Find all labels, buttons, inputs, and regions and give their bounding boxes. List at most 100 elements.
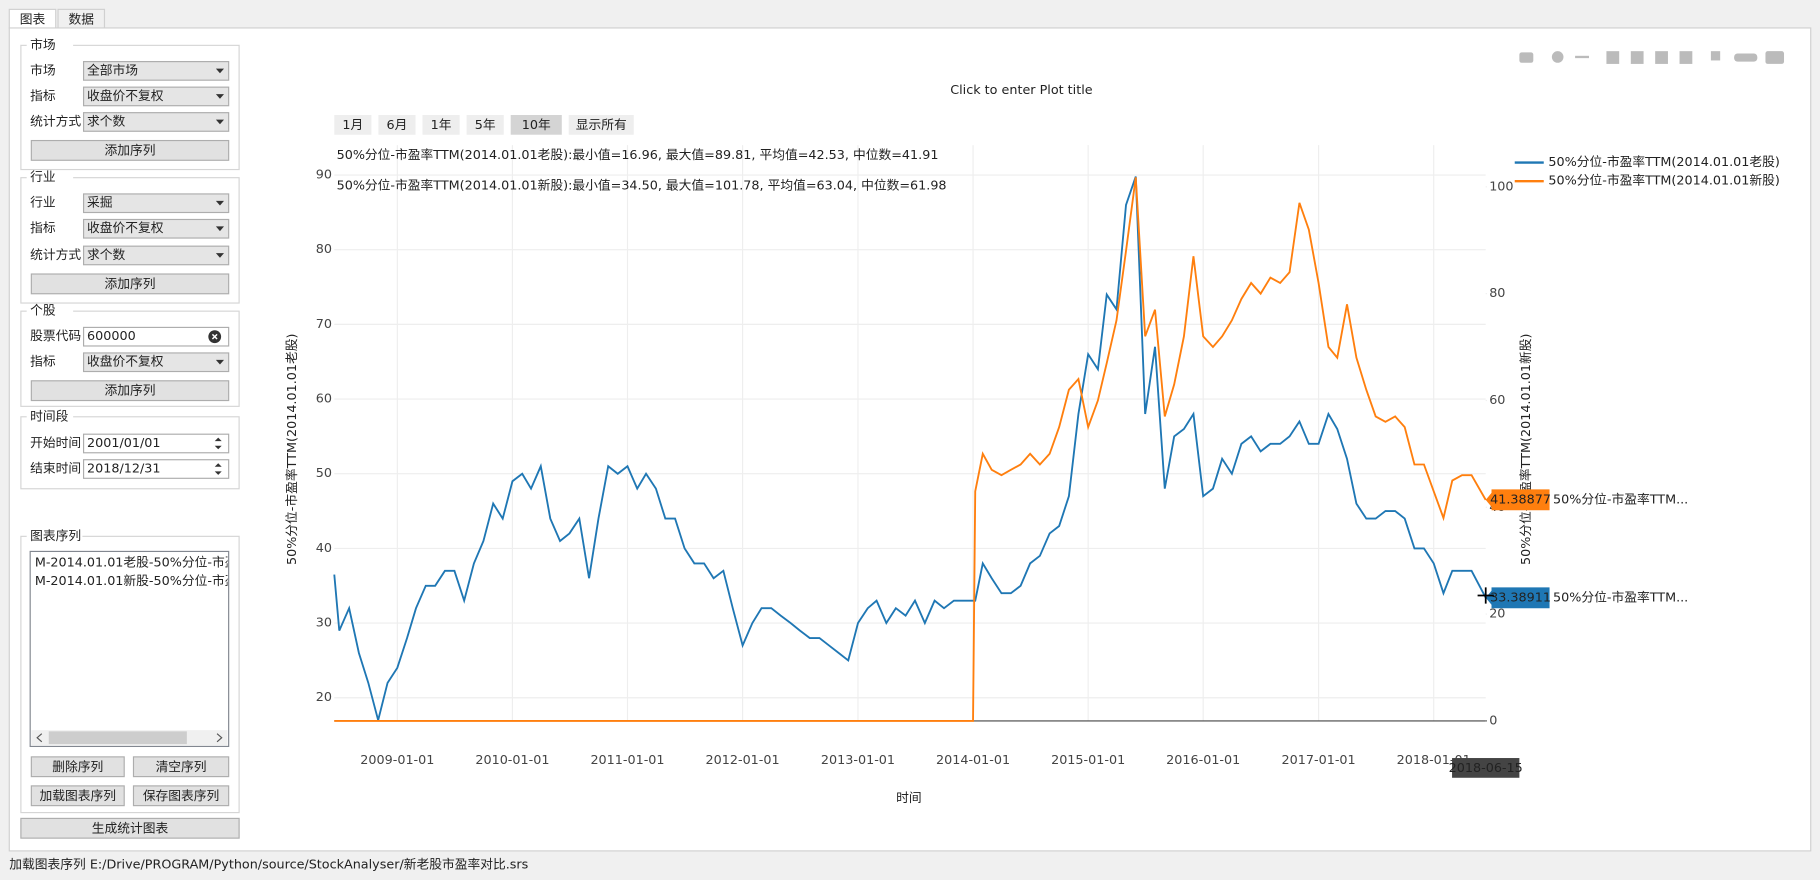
icon-autoscale[interactable] bbox=[1655, 51, 1668, 64]
button[interactable] bbox=[30, 785, 125, 807]
button[interactable] bbox=[30, 273, 230, 295]
group-title-bg bbox=[26, 170, 74, 185]
button[interactable] bbox=[30, 756, 125, 778]
y2-tick-label: 0 bbox=[1489, 713, 1497, 728]
range-button[interactable] bbox=[422, 115, 460, 135]
button[interactable] bbox=[30, 139, 230, 161]
field-box[interactable] bbox=[82, 459, 230, 479]
button-label: 添加序列 bbox=[105, 384, 156, 399]
field-label: 统计方式 bbox=[30, 113, 81, 129]
group-box bbox=[20, 310, 240, 407]
field-label: 结束时间 bbox=[30, 462, 81, 477]
range-button[interactable] bbox=[378, 115, 416, 135]
combo-arrow bbox=[215, 253, 225, 258]
field-box[interactable] bbox=[82, 218, 230, 239]
button[interactable] bbox=[20, 817, 240, 839]
range-button-label: 10年 bbox=[522, 118, 551, 133]
field-label: 指标 bbox=[30, 355, 56, 370]
group-title: 图表序列 bbox=[30, 529, 81, 544]
combo-arrow bbox=[215, 359, 225, 365]
tab[interactable] bbox=[8, 8, 57, 29]
range-button-label: 6月 bbox=[387, 118, 408, 133]
range-button-label: 1月 bbox=[342, 118, 363, 133]
hover-name: 50%分位-市盈率TTM... bbox=[1553, 589, 1688, 605]
group-title-bg bbox=[26, 529, 83, 544]
y-tick-label: 80 bbox=[316, 242, 332, 257]
field-box[interactable] bbox=[82, 433, 230, 454]
y-tick-label: 20 bbox=[316, 690, 332, 705]
field-box[interactable] bbox=[82, 326, 230, 347]
field-label: 指标 bbox=[30, 221, 56, 236]
icon-zoom-in[interactable] bbox=[1606, 51, 1620, 64]
field-label: 市场 bbox=[30, 62, 55, 78]
series-line bbox=[333, 176, 1487, 721]
y-tick-label: 40 bbox=[316, 541, 332, 556]
x-axis-title: 时间 bbox=[896, 791, 922, 806]
field-value: 600000 bbox=[87, 329, 136, 344]
field-value: 2001/01/01 bbox=[87, 436, 161, 451]
spin-arrows[interactable] bbox=[214, 463, 222, 475]
button-label: 清空序列 bbox=[156, 760, 207, 775]
y2-tick-label: 100 bbox=[1489, 179, 1513, 194]
x-tick-label: 2010-01-01 bbox=[475, 753, 549, 768]
y2-tick-label: 20 bbox=[1489, 607, 1505, 622]
spin-arrows[interactable] bbox=[214, 437, 222, 450]
combo-arrow bbox=[215, 68, 225, 74]
y2-axis-title: 50%分位-市盈率TTM(2014.01.01新股) bbox=[1518, 334, 1534, 566]
cursor bbox=[1477, 587, 1494, 604]
list-item[interactable]: M-2014.01.01老股-50%分位-市盈 bbox=[35, 555, 238, 571]
chart-title: Click to enter Plot title bbox=[950, 83, 1093, 98]
field-box[interactable] bbox=[82, 86, 230, 107]
field-value: 2018/12/31 bbox=[87, 462, 161, 477]
combo-arrow bbox=[215, 119, 225, 125]
icon-zoom-out[interactable] bbox=[1630, 51, 1644, 64]
icon-hover-closest[interactable] bbox=[1734, 53, 1758, 62]
group-title-bg bbox=[26, 409, 74, 424]
annotation: 50%分位-市盈率TTM(2014.01.01新股):最小值=34.50, 最大… bbox=[337, 177, 947, 193]
icon-spike[interactable] bbox=[1710, 51, 1721, 61]
scroll-arrows[interactable] bbox=[36, 733, 223, 743]
icon-hover-compare[interactable] bbox=[1765, 51, 1785, 64]
scrollbar-thumb[interactable] bbox=[48, 731, 187, 745]
group-box bbox=[20, 177, 240, 304]
button[interactable] bbox=[30, 380, 230, 402]
field-box[interactable] bbox=[82, 112, 230, 132]
field-box[interactable] bbox=[82, 193, 230, 214]
hover-name: 50%分位-市盈率TTM... bbox=[1553, 491, 1688, 507]
range-button[interactable] bbox=[334, 115, 372, 135]
field-box[interactable] bbox=[82, 245, 230, 266]
tab[interactable] bbox=[57, 8, 106, 29]
icon-home[interactable] bbox=[1679, 51, 1693, 64]
icon-zoom[interactable] bbox=[1551, 51, 1564, 63]
button[interactable] bbox=[132, 756, 230, 778]
list-box bbox=[29, 550, 230, 748]
hover-value: 33.38911 bbox=[1490, 590, 1551, 605]
field-value: 收盘价不复权 bbox=[87, 354, 164, 370]
legend-label: 50%分位-市盈率TTM(2014.01.01老股) bbox=[1548, 154, 1780, 170]
range-button[interactable] bbox=[568, 115, 634, 135]
tab-pane bbox=[8, 27, 1812, 852]
button[interactable] bbox=[132, 785, 230, 807]
group-box bbox=[20, 416, 240, 490]
field-box[interactable] bbox=[82, 352, 230, 373]
tab-label: 数据 bbox=[69, 12, 95, 27]
y-tick-label: 90 bbox=[316, 168, 332, 183]
range-button[interactable] bbox=[466, 115, 504, 135]
x-tick-label: 2013-01-01 bbox=[821, 753, 895, 768]
icon-camera[interactable] bbox=[1519, 52, 1534, 63]
y-axis-title: 50%分位-市盈率TTM(2014.01.01老股) bbox=[284, 334, 300, 566]
list-item[interactable]: M-2014.01.01新股-50%分位-市盈 bbox=[35, 573, 238, 589]
legend-label: 50%分位-市盈率TTM(2014.01.01新股) bbox=[1548, 173, 1780, 189]
field-value: 采掘 bbox=[87, 196, 113, 211]
group-title: 行业 bbox=[30, 170, 56, 185]
icon-pan[interactable] bbox=[1575, 55, 1590, 59]
field-label: 行业 bbox=[30, 196, 56, 211]
field-box[interactable] bbox=[82, 61, 230, 81]
field-value: 求个数 bbox=[87, 248, 125, 263]
button-label: 保存图表序列 bbox=[143, 789, 220, 804]
x-tick-label: 2017-01-01 bbox=[1282, 753, 1356, 768]
range-button[interactable] bbox=[510, 115, 562, 135]
group-title-bg bbox=[26, 38, 74, 53]
